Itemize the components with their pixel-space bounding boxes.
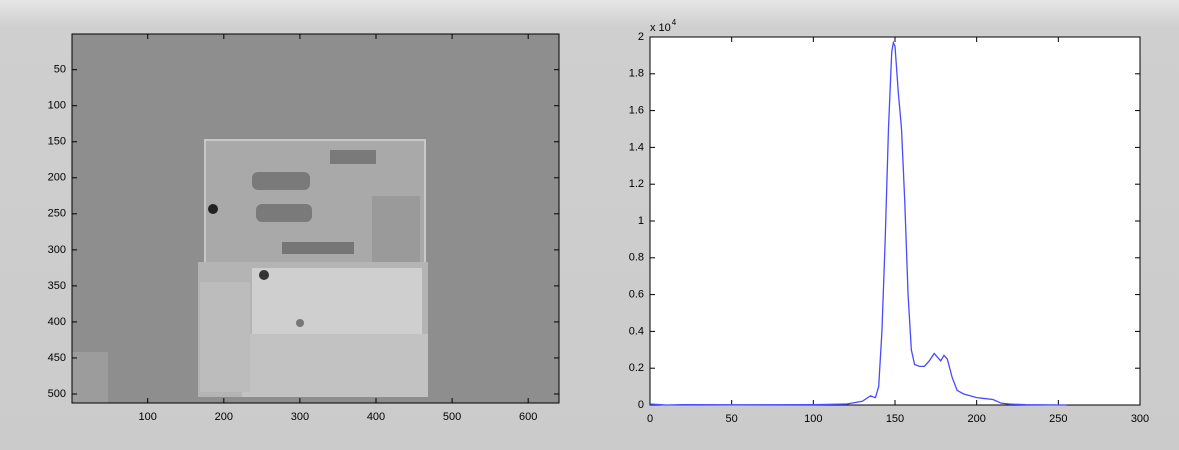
x-tick-label: 250 — [1049, 413, 1067, 425]
y-tick-label: 450 — [48, 352, 66, 364]
y-tick-label: 200 — [48, 172, 66, 184]
y-tick-label: 2 — [638, 31, 644, 43]
image-roof — [200, 282, 250, 392]
y-tick-label: 250 — [48, 208, 66, 220]
y-tick-label: 300 — [48, 244, 66, 256]
image-spot — [208, 204, 218, 214]
x-tick-label: 300 — [1131, 413, 1149, 425]
y-tick-label: 100 — [48, 100, 66, 112]
axis-multiplier-exponent: 4 — [672, 18, 677, 27]
x-tick-label: 150 — [886, 413, 904, 425]
x-tick-label: 300 — [291, 411, 309, 423]
y-tick-label: 0.8 — [629, 252, 644, 264]
x-tick-label: 200 — [215, 411, 233, 423]
y-tick-label: 350 — [48, 280, 66, 292]
y-tick-label: 1.4 — [629, 141, 644, 153]
image-spot — [296, 319, 304, 327]
x-tick-label: 600 — [519, 411, 537, 423]
y-tick-label: 150 — [48, 136, 66, 148]
x-tick-label: 100 — [139, 411, 157, 423]
image-frame — [71, 33, 560, 404]
x-tick-label: 200 — [967, 413, 985, 425]
x-tick-label: 50 — [726, 413, 738, 425]
y-tick-label: 1.6 — [629, 105, 644, 117]
image-region — [372, 196, 420, 266]
image-unit — [282, 242, 354, 254]
x-tick-label: 100 — [804, 413, 822, 425]
y-tick-label: 50 — [54, 64, 66, 76]
x-tick-label: 0 — [647, 413, 653, 425]
y-tick-label: 1.8 — [629, 68, 644, 80]
y-tick-label: 0.6 — [629, 289, 644, 301]
y-tick-label: 0.4 — [629, 325, 644, 337]
histogram-line — [649, 40, 1067, 406]
image-unit — [256, 204, 312, 222]
image-roof — [252, 268, 422, 334]
image-spot — [259, 270, 269, 280]
y-tick-label: 0 — [638, 399, 644, 411]
y-tick-label: 0.2 — [629, 362, 644, 374]
y-tick-label: 1.2 — [629, 178, 644, 190]
y-tick-label: 400 — [48, 316, 66, 328]
image — [72, 34, 559, 403]
image-roof — [242, 334, 428, 397]
plot-frame — [649, 36, 1141, 406]
axis-multiplier: x 10 — [650, 22, 671, 34]
image-region — [72, 352, 108, 403]
y-tick-label: 500 — [48, 388, 66, 400]
image-unit — [330, 150, 376, 164]
image-unit — [252, 172, 310, 190]
y-tick-label: 1 — [638, 215, 644, 227]
x-tick-label: 400 — [367, 411, 385, 423]
x-tick-label: 500 — [443, 411, 461, 423]
